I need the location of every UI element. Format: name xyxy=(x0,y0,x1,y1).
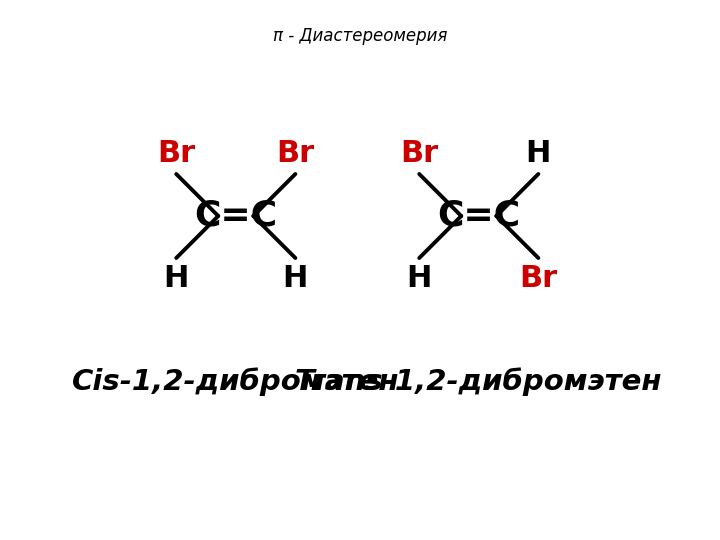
Text: Br: Br xyxy=(276,139,315,167)
Text: π - Диастереомерия: π - Диастереомерия xyxy=(273,27,447,45)
Text: Br: Br xyxy=(519,265,557,293)
Text: Br: Br xyxy=(157,139,195,167)
Text: H: H xyxy=(407,265,432,293)
Text: Cis-1,2-дибромэтен: Cis-1,2-дибромэтен xyxy=(72,367,400,396)
Text: Trans-1,2-дибромэтен: Trans-1,2-дибромэтен xyxy=(295,367,662,396)
Text: H: H xyxy=(283,265,308,293)
Text: Br: Br xyxy=(400,139,438,167)
Text: H: H xyxy=(163,265,189,293)
Text: C=C: C=C xyxy=(437,199,521,233)
Text: C=C: C=C xyxy=(194,199,277,233)
Text: H: H xyxy=(526,139,551,167)
